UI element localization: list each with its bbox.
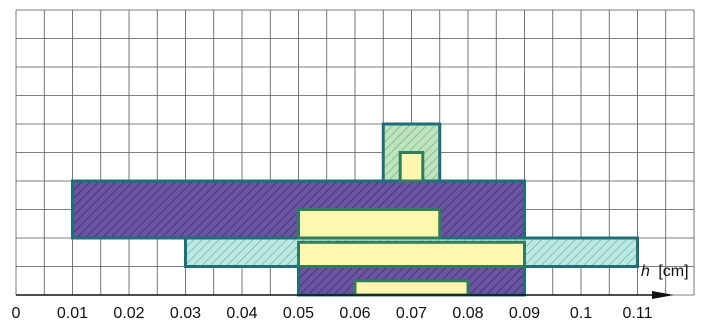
x-axis-arrow-icon bbox=[652, 291, 674, 299]
bar-3 bbox=[297, 240, 526, 268]
bar-1 bbox=[353, 279, 470, 297]
x-tick-label: 0.1 bbox=[570, 305, 592, 322]
bar-5 bbox=[297, 208, 442, 240]
x-axis-label-unit: [cm] bbox=[658, 263, 688, 280]
x-axis bbox=[16, 291, 674, 299]
x-tick-label: 0.09 bbox=[509, 305, 540, 322]
x-tick-label: 0.08 bbox=[452, 305, 483, 322]
x-tick-label: 0.05 bbox=[283, 305, 314, 322]
x-tick-label: 0.07 bbox=[396, 305, 427, 322]
x-tick-label: 0 bbox=[12, 305, 21, 322]
bars bbox=[71, 122, 639, 297]
x-tick-label: 0.02 bbox=[113, 305, 144, 322]
bar-7 bbox=[398, 151, 425, 183]
x-tick-label: 0.06 bbox=[339, 305, 370, 322]
x-tick-label: 0.04 bbox=[226, 305, 257, 322]
x-tick-labels: 0 0.01 0.02 0.03 0.04 0.05 0.06 0.07 0.08 0.09 0.1… bbox=[12, 305, 653, 322]
x-axis-label-variable: h bbox=[641, 263, 650, 280]
x-tick-label: 0.11 bbox=[623, 305, 653, 322]
x-axis-label: h [cm] bbox=[641, 263, 689, 280]
x-tick-label: 0.03 bbox=[170, 305, 201, 322]
x-tick-label: 0.01 bbox=[57, 305, 88, 322]
